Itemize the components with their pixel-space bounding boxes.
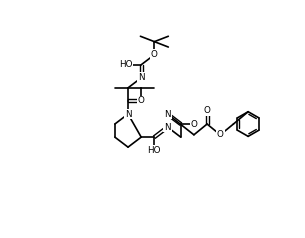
Text: O: O — [138, 96, 145, 105]
Text: N: N — [138, 73, 145, 82]
Text: O: O — [217, 130, 224, 139]
Text: N: N — [164, 123, 171, 132]
Text: HO: HO — [148, 146, 161, 155]
Text: N: N — [164, 109, 171, 119]
Text: HO: HO — [119, 60, 132, 69]
Text: O: O — [151, 50, 158, 59]
Text: O: O — [190, 119, 197, 129]
Text: O: O — [204, 106, 210, 115]
Text: N: N — [125, 109, 131, 119]
